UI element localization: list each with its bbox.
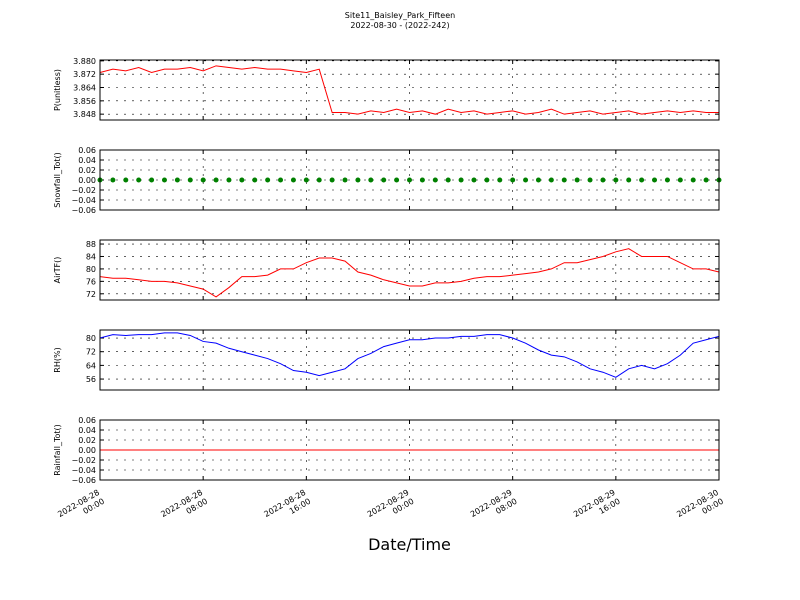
data-point	[484, 177, 490, 183]
data-point	[174, 177, 180, 183]
axes-frame	[99, 149, 720, 211]
data-point	[561, 177, 567, 183]
data-point	[445, 177, 451, 183]
data-point	[523, 177, 529, 183]
data-point	[664, 177, 670, 183]
y-axis-label: AirTF()	[53, 257, 62, 284]
axes-frame	[99, 419, 720, 481]
data-point	[432, 177, 438, 183]
data-point	[613, 177, 619, 183]
y-tick-label: −0.04	[71, 466, 96, 475]
y-tick-label: 72	[86, 348, 96, 357]
data-point	[226, 177, 232, 183]
axes-frame	[99, 59, 720, 121]
y-tick-label: −0.04	[71, 196, 96, 205]
y-tick-label: −0.02	[71, 456, 96, 465]
y-tick-label: 0.00	[78, 176, 96, 185]
y-tick-label: 80	[86, 265, 96, 274]
y-axis-label: RH(%)	[53, 347, 62, 372]
y-tick-label: 3.880	[73, 57, 96, 66]
y-tick-label: 56	[86, 375, 96, 384]
data-point	[407, 177, 412, 183]
data-point	[187, 177, 193, 183]
y-tick-label: −0.06	[71, 476, 96, 485]
data-point	[652, 177, 658, 183]
y-tick-label: 3.864	[73, 84, 96, 93]
x-axis-label: Date/Time	[368, 535, 451, 554]
data-point	[252, 177, 258, 183]
data-point	[278, 177, 284, 183]
data-point	[458, 177, 464, 183]
y-tick-label: 72	[86, 290, 96, 299]
data-point	[342, 177, 348, 183]
y-tick-label: −0.06	[71, 206, 96, 215]
y-tick-label: 3.848	[73, 110, 96, 119]
data-point	[639, 177, 645, 183]
axes-frame	[99, 239, 720, 301]
data-point	[213, 177, 219, 183]
data-point	[419, 177, 425, 183]
y-axis-label: P(unitless)	[53, 69, 62, 111]
data-point	[587, 177, 593, 183]
y-tick-label: 0.02	[78, 166, 96, 175]
y-tick-label: 3.856	[73, 97, 96, 106]
y-tick-label: 76	[86, 277, 96, 286]
data-point	[535, 177, 541, 183]
data-point	[110, 177, 116, 183]
data-point	[548, 177, 554, 183]
data-point	[123, 177, 129, 183]
y-tick-label: 0.04	[78, 156, 96, 165]
y-axis-label: Snowfall_Tot()	[53, 152, 62, 208]
y-tick-label: 64	[86, 361, 96, 370]
data-point	[303, 177, 309, 183]
y-tick-label: 0.06	[78, 146, 96, 155]
y-tick-label: 0.04	[78, 426, 96, 435]
y-tick-label: 84	[86, 252, 96, 261]
data-point	[497, 177, 503, 183]
y-tick-label: 80	[86, 334, 96, 343]
data-point	[690, 177, 696, 183]
data-line	[99, 248, 720, 298]
data-point	[381, 177, 387, 183]
data-point	[574, 177, 580, 183]
data-point	[510, 177, 516, 183]
data-point	[329, 177, 335, 183]
data-point	[239, 177, 245, 183]
data-point	[626, 177, 632, 183]
data-point	[161, 177, 167, 183]
chart-title: Site11_Baisley_Park_Fifteen	[345, 11, 455, 20]
y-tick-label: 3.872	[73, 70, 96, 79]
data-point	[290, 177, 296, 183]
data-point	[200, 177, 206, 183]
data-point	[471, 177, 477, 183]
data-line	[99, 65, 719, 115]
y-tick-label: −0.02	[71, 186, 96, 195]
data-point	[355, 177, 361, 183]
data-line	[99, 332, 720, 378]
data-point	[600, 177, 606, 183]
y-tick-label: 0.00	[78, 446, 96, 455]
y-tick-label: 88	[86, 240, 96, 249]
data-point	[149, 177, 155, 183]
y-tick-label: 0.02	[78, 436, 96, 445]
data-point	[394, 177, 400, 183]
data-point	[703, 177, 709, 183]
data-point	[677, 177, 683, 183]
data-point	[136, 177, 142, 183]
data-point	[265, 177, 271, 183]
y-axis-label: Rainfall_Tot()	[53, 424, 62, 476]
chart-subtitle: 2022-08-30 - (2022-242)	[350, 21, 449, 30]
y-tick-label: 0.06	[78, 416, 96, 425]
data-point	[316, 177, 322, 183]
data-point	[368, 177, 374, 183]
axes-frame	[99, 329, 720, 391]
